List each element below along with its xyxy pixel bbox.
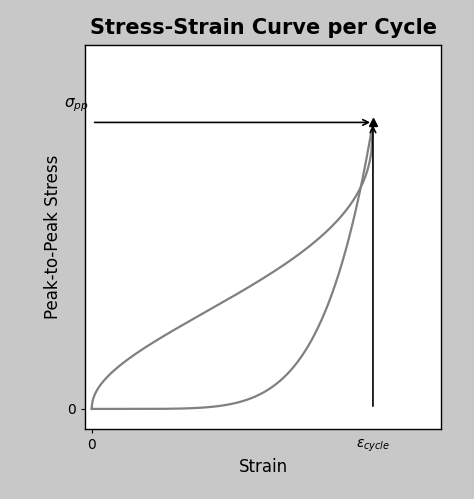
Y-axis label: Peak-to-Peak Stress: Peak-to-Peak Stress	[44, 155, 62, 319]
X-axis label: Strain: Strain	[238, 458, 288, 476]
Text: $\varepsilon_{cycle}$: $\varepsilon_{cycle}$	[356, 438, 390, 454]
Title: Stress-Strain Curve per Cycle: Stress-Strain Curve per Cycle	[90, 18, 437, 38]
Text: $\sigma_{pp}$: $\sigma_{pp}$	[64, 96, 89, 114]
